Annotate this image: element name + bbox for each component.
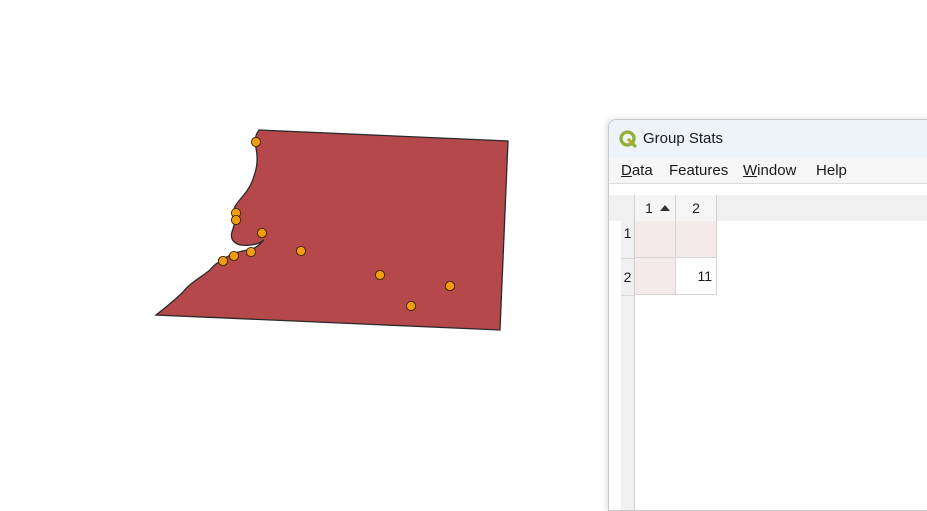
point-marker[interactable] — [228, 250, 240, 262]
table-cell[interactable] — [635, 258, 676, 295]
row-header-2[interactable]: 2 — [621, 259, 634, 296]
menu-help-label: lp — [835, 162, 847, 179]
point-marker[interactable] — [256, 227, 268, 239]
table-cell[interactable] — [635, 221, 676, 258]
point-marker[interactable] — [444, 280, 456, 292]
point-marker[interactable] — [230, 214, 242, 226]
table-corner[interactable] — [621, 195, 635, 221]
row-header-1[interactable]: 1 — [621, 222, 634, 259]
point-layer — [217, 136, 456, 312]
menu-window-accel: W — [743, 162, 758, 179]
column-header-1-label: 1 — [645, 200, 653, 216]
qgis-icon — [619, 130, 637, 148]
row-header-strip — [621, 221, 635, 510]
menu-features[interactable]: Features — [669, 162, 728, 179]
window-title: Group Stats — [643, 130, 724, 147]
row-header-1-label: 1 — [623, 225, 632, 241]
menu-data[interactable]: Data — [621, 162, 653, 179]
table-cell[interactable]: 11 — [676, 258, 717, 295]
menu-window-label: indow — [757, 162, 797, 179]
menu-data-label: ata — [631, 162, 653, 179]
column-header-2[interactable]: 2 — [676, 195, 717, 221]
group-stats-window[interactable]: Group Stats Data Features Window Help 1 … — [608, 119, 927, 511]
menu-features-label: atures — [686, 162, 729, 179]
region-polygon[interactable] — [154, 129, 509, 331]
point-marker[interactable] — [374, 269, 386, 281]
results-table[interactable]: 1 2 1 2 11 — [609, 184, 927, 510]
menu-help-accel: He — [816, 162, 836, 179]
titlebar[interactable]: Group Stats — [609, 120, 927, 158]
point-marker[interactable] — [245, 246, 257, 258]
row-header-2-label: 2 — [623, 269, 632, 285]
menu-window[interactable]: Window — [743, 162, 796, 179]
point-marker[interactable] — [217, 255, 229, 267]
table-cell[interactable] — [676, 221, 717, 258]
point-marker[interactable] — [405, 300, 417, 312]
menu-help[interactable]: Help — [816, 162, 847, 179]
column-header-1[interactable]: 1 — [635, 195, 676, 221]
menu-features-accel: Fe — [669, 162, 687, 179]
menu-data-accel: D — [621, 162, 632, 179]
sort-ascending-icon — [660, 205, 670, 211]
point-marker[interactable] — [295, 245, 307, 257]
point-marker[interactable] — [250, 136, 262, 148]
map-canvas[interactable] — [0, 0, 600, 498]
column-header-2-label: 2 — [692, 200, 700, 216]
menubar: Data Features Window Help — [609, 158, 927, 184]
